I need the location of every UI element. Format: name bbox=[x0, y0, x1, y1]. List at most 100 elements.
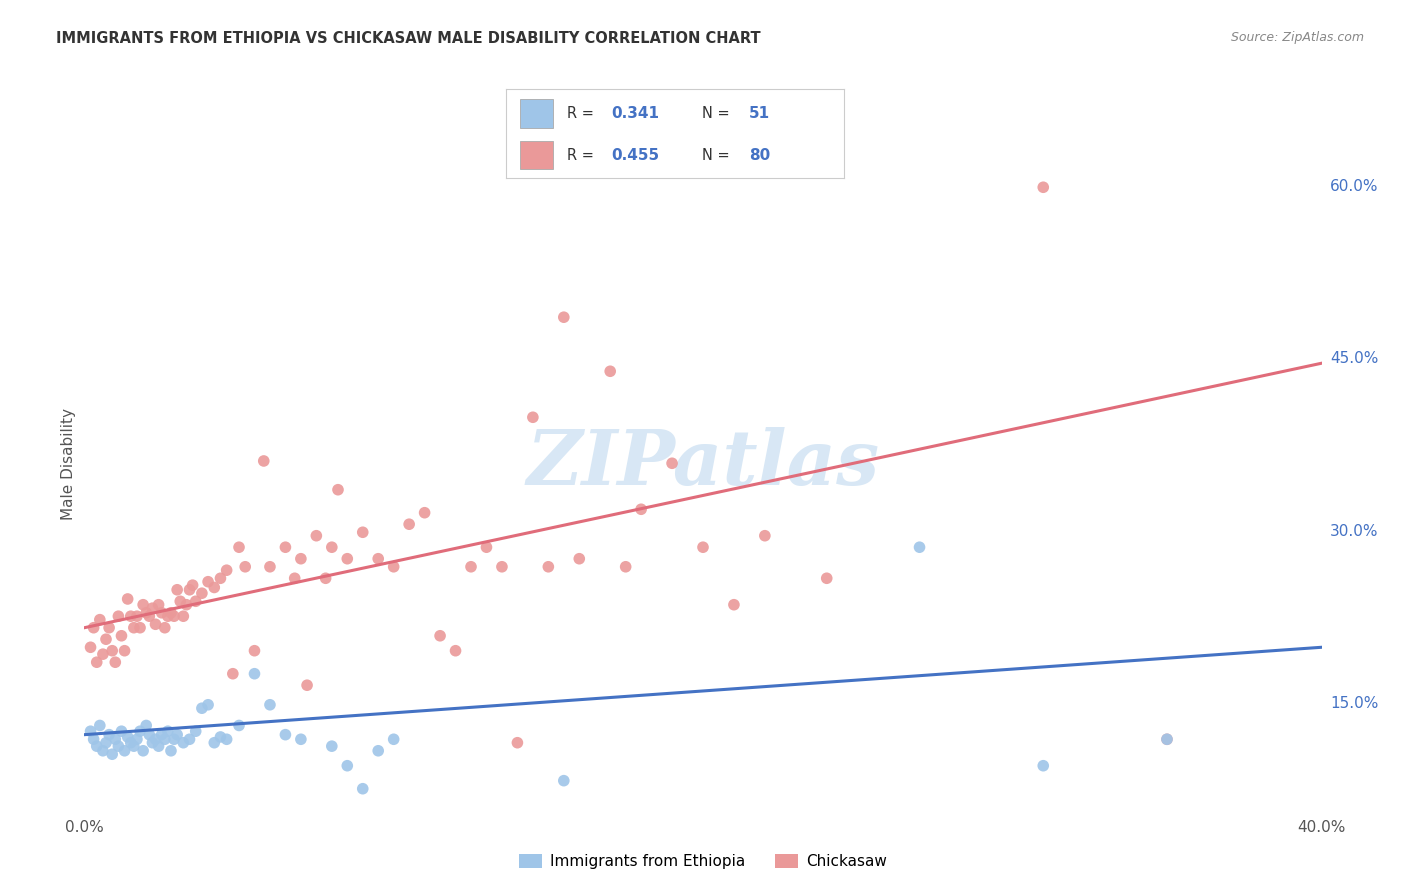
Point bbox=[156, 724, 179, 739]
Point bbox=[129, 621, 152, 635]
Point bbox=[661, 456, 683, 470]
Point bbox=[120, 736, 142, 750]
Point bbox=[83, 732, 105, 747]
Point bbox=[176, 598, 198, 612]
Point bbox=[104, 732, 127, 747]
Point bbox=[148, 739, 170, 754]
Point bbox=[166, 728, 188, 742]
Point bbox=[367, 744, 389, 758]
Point bbox=[614, 559, 637, 574]
Point bbox=[160, 744, 183, 758]
Y-axis label: Male Disability: Male Disability bbox=[60, 408, 76, 520]
Point bbox=[1032, 758, 1054, 772]
Point bbox=[259, 559, 281, 574]
Point bbox=[79, 640, 101, 655]
Point bbox=[94, 736, 117, 750]
Point bbox=[723, 598, 745, 612]
Point bbox=[129, 724, 152, 739]
Point bbox=[148, 598, 170, 612]
Point bbox=[290, 732, 312, 747]
Point bbox=[184, 724, 207, 739]
Point bbox=[815, 571, 838, 585]
Point bbox=[114, 644, 136, 658]
Point bbox=[228, 540, 250, 554]
Point bbox=[163, 609, 186, 624]
Point bbox=[754, 529, 776, 543]
Point bbox=[259, 698, 281, 712]
Point bbox=[104, 655, 127, 669]
Point bbox=[253, 454, 276, 468]
Point bbox=[122, 739, 145, 754]
Point bbox=[101, 747, 124, 762]
Point bbox=[179, 732, 201, 747]
Point bbox=[382, 732, 405, 747]
Point bbox=[156, 609, 179, 624]
Point bbox=[336, 758, 359, 772]
Point bbox=[197, 698, 219, 712]
Point bbox=[475, 540, 498, 554]
Point bbox=[398, 517, 420, 532]
Point bbox=[94, 632, 117, 647]
Text: R =: R = bbox=[567, 148, 593, 162]
Point bbox=[91, 647, 114, 661]
Point bbox=[191, 586, 214, 600]
Point bbox=[83, 621, 105, 635]
Point bbox=[153, 732, 176, 747]
Point bbox=[89, 613, 111, 627]
Point bbox=[132, 598, 155, 612]
Text: 80: 80 bbox=[749, 148, 770, 162]
Point bbox=[222, 666, 245, 681]
Point bbox=[145, 617, 167, 632]
Point bbox=[135, 606, 157, 620]
Point bbox=[145, 732, 167, 747]
Point bbox=[172, 609, 194, 624]
Point bbox=[1032, 180, 1054, 194]
Point bbox=[202, 581, 225, 595]
Point bbox=[163, 732, 186, 747]
Point bbox=[110, 629, 132, 643]
Point bbox=[209, 571, 232, 585]
Text: ZIPatlas: ZIPatlas bbox=[526, 427, 880, 500]
Point bbox=[326, 483, 349, 497]
Point bbox=[321, 739, 343, 754]
Point bbox=[114, 744, 136, 758]
Point bbox=[1156, 732, 1178, 747]
Point bbox=[491, 559, 513, 574]
Point bbox=[135, 718, 157, 732]
Point bbox=[150, 606, 173, 620]
Point bbox=[295, 678, 318, 692]
Text: 0.341: 0.341 bbox=[610, 106, 659, 120]
Point bbox=[305, 529, 328, 543]
Point bbox=[321, 540, 343, 554]
Point bbox=[215, 563, 238, 577]
Point bbox=[413, 506, 436, 520]
Point bbox=[98, 621, 121, 635]
Point bbox=[79, 724, 101, 739]
Point bbox=[553, 773, 575, 788]
Point bbox=[243, 666, 266, 681]
Point bbox=[160, 606, 183, 620]
FancyBboxPatch shape bbox=[520, 141, 554, 169]
Point bbox=[506, 736, 529, 750]
Text: 0.455: 0.455 bbox=[610, 148, 659, 162]
Text: N =: N = bbox=[702, 148, 730, 162]
Point bbox=[184, 594, 207, 608]
Point bbox=[110, 724, 132, 739]
Point bbox=[336, 551, 359, 566]
Point bbox=[444, 644, 467, 658]
Point bbox=[107, 739, 129, 754]
Point bbox=[138, 609, 160, 624]
Point bbox=[138, 728, 160, 742]
Point bbox=[202, 736, 225, 750]
Point bbox=[117, 730, 139, 744]
Text: N =: N = bbox=[702, 106, 730, 120]
Point bbox=[537, 559, 560, 574]
Text: IMMIGRANTS FROM ETHIOPIA VS CHICKASAW MALE DISABILITY CORRELATION CHART: IMMIGRANTS FROM ETHIOPIA VS CHICKASAW MA… bbox=[56, 31, 761, 46]
Point bbox=[117, 591, 139, 606]
Point bbox=[243, 644, 266, 658]
Point bbox=[367, 551, 389, 566]
Point bbox=[382, 559, 405, 574]
Point bbox=[274, 728, 297, 742]
Point bbox=[181, 578, 204, 592]
Point bbox=[141, 601, 163, 615]
